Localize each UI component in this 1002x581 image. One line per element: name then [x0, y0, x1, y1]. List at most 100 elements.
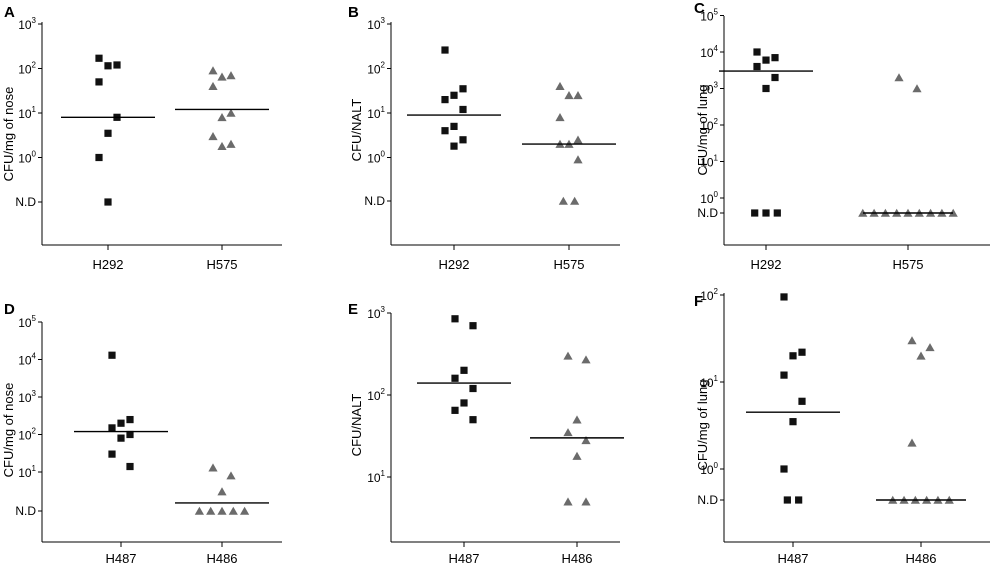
- data-point-triangle: [206, 506, 216, 515]
- x-category-label: H292: [438, 257, 469, 272]
- y-axis-label: CFU/mg of lung: [695, 379, 710, 470]
- data-point-triangle: [226, 471, 236, 480]
- y-tick-label: 103: [367, 16, 385, 32]
- data-point-square: [450, 91, 458, 99]
- y-tick-label-nd: N.D: [15, 504, 36, 518]
- data-point-square: [460, 399, 468, 407]
- data-point-square: [798, 397, 806, 405]
- y-tick-label: 100: [367, 150, 385, 166]
- data-point-square: [469, 416, 477, 424]
- y-tick-label: 103: [18, 389, 36, 405]
- data-point-triangle: [925, 343, 935, 352]
- data-point-square: [104, 129, 112, 137]
- data-point-square: [773, 209, 781, 217]
- y-tick-label: 101: [18, 464, 36, 480]
- y-tick-label: 100: [18, 150, 36, 166]
- data-point-triangle: [208, 463, 218, 472]
- data-point-square: [117, 419, 125, 427]
- panel-letter: B: [348, 4, 359, 21]
- data-point-square: [469, 322, 477, 330]
- data-point-square: [441, 96, 449, 104]
- data-point-triangle: [907, 438, 917, 447]
- data-point-triangle: [226, 71, 236, 80]
- panel-letter: D: [4, 301, 15, 318]
- data-point-triangle: [573, 135, 583, 144]
- data-point-triangle: [558, 196, 568, 205]
- x-category-label: H486: [905, 551, 936, 566]
- panel-C: C 100 101 102 103 104 105 N.D CFU/mg of lung H292…: [694, 0, 990, 272]
- data-point-square: [104, 198, 112, 206]
- data-point-square: [459, 105, 467, 114]
- data-point-square: [783, 496, 791, 504]
- data-point-square: [459, 136, 467, 144]
- y-tick-label: 101: [367, 469, 385, 485]
- data-point-square: [753, 48, 761, 56]
- y-tick-label: 102: [18, 61, 36, 77]
- y-tick-label: 101: [367, 105, 385, 121]
- data-point-square: [789, 418, 797, 426]
- data-point-square: [469, 384, 477, 393]
- y-tick-label-nd: N.D: [364, 194, 385, 208]
- panel-letter: C: [694, 0, 705, 17]
- x-category-label: H486: [206, 551, 237, 566]
- y-tick-label: 100: [700, 461, 718, 477]
- data-point-triangle: [228, 506, 238, 515]
- x-category-label: H575: [553, 257, 584, 272]
- y-tick-label: 101: [700, 154, 718, 170]
- data-point-square: [459, 85, 467, 93]
- data-point-triangle: [572, 451, 582, 460]
- data-point-square: [104, 62, 112, 70]
- y-axis-label: CFU/mg of nose: [1, 87, 16, 182]
- y-tick-label: 102: [18, 427, 36, 443]
- y-tick-label: 105: [700, 8, 718, 24]
- y-tick-label: 104: [18, 352, 36, 368]
- data-point-triangle: [573, 90, 583, 100]
- y-tick-label: 102: [700, 117, 718, 133]
- y-tick-label: 103: [700, 81, 718, 97]
- data-point-triangle: [563, 351, 573, 360]
- data-point-square: [108, 424, 116, 432]
- y-tick-label: 103: [18, 16, 36, 32]
- data-point-triangle: [226, 139, 236, 148]
- data-point-square: [95, 153, 103, 162]
- data-point-square: [798, 348, 806, 356]
- panel-F: F 100 101 102 N.D CFU/mg of lung H487 H486: [694, 287, 990, 566]
- data-point-triangle: [563, 497, 573, 506]
- data-point-triangle: [581, 436, 591, 445]
- data-point-triangle: [208, 81, 218, 91]
- x-category-label: H486: [561, 551, 592, 566]
- data-point-square: [771, 73, 779, 82]
- data-point-triangle: [572, 415, 582, 424]
- data-point-square: [789, 352, 797, 360]
- data-point-square: [751, 209, 759, 217]
- panel-letter: A: [4, 4, 15, 21]
- panel-E: E 101 102 103 CFU/NALT H487 H486: [348, 301, 624, 566]
- x-category-label: H292: [92, 257, 123, 272]
- y-tick-label: 102: [367, 387, 385, 403]
- data-point-triangle: [858, 208, 868, 217]
- y-tick-label: 102: [700, 287, 718, 303]
- y-tick-label: 100: [700, 190, 718, 206]
- data-point-triangle: [912, 84, 922, 93]
- data-point-square: [441, 127, 449, 135]
- data-point-square: [762, 56, 770, 64]
- x-category-label: H487: [448, 551, 479, 566]
- panel-letter: E: [348, 301, 358, 318]
- y-tick-label: 104: [700, 44, 718, 60]
- data-point-square: [753, 62, 761, 71]
- y-tick-label: 105: [18, 314, 36, 330]
- x-category-label: H487: [777, 551, 808, 566]
- data-point-triangle: [217, 141, 227, 150]
- data-point-triangle: [916, 351, 926, 360]
- data-point-square: [460, 366, 468, 374]
- y-axis-label: CFU/mg of lung: [695, 84, 710, 175]
- y-tick-label: 103: [367, 305, 385, 321]
- x-category-label: H487: [105, 551, 136, 566]
- panel-A: A 100 101 102 103 N.D CFU/mg of nose H292 H575: [1, 4, 282, 272]
- data-point-triangle: [217, 487, 227, 496]
- x-category-label: H292: [750, 257, 781, 272]
- y-axis-label: CFU/NALT: [349, 394, 364, 457]
- data-point-triangle: [907, 336, 917, 345]
- panel-letter: F: [694, 293, 703, 310]
